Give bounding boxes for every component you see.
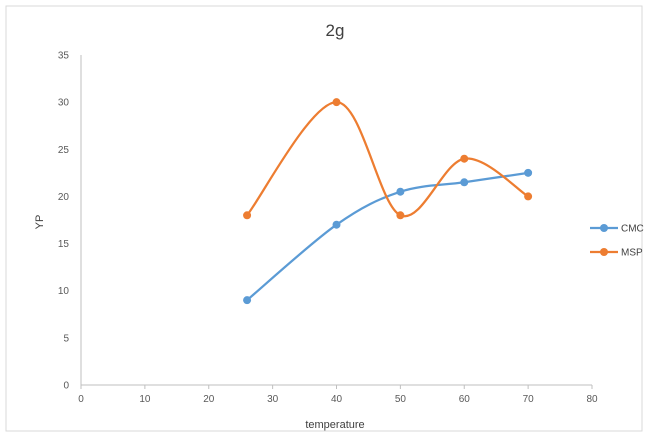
chart-title: 2g	[326, 21, 345, 40]
data-point-cmc	[460, 178, 468, 186]
x-tick-label: 0	[78, 394, 84, 405]
y-tick-label: 15	[58, 239, 70, 250]
data-point-cmc	[524, 169, 532, 177]
x-tick-label: 70	[523, 394, 535, 405]
x-tick-label: 10	[139, 394, 151, 405]
x-tick-label: 40	[331, 394, 343, 405]
data-point-cmc	[243, 296, 251, 304]
legend-marker-msp	[600, 248, 608, 256]
legend-marker-cmc	[600, 224, 608, 232]
y-tick-label: 35	[58, 51, 70, 62]
data-point-msp	[333, 98, 341, 106]
x-tick-label: 60	[459, 394, 471, 405]
y-tick-label: 10	[58, 286, 70, 297]
data-point-cmc	[333, 221, 341, 229]
y-axis-label: YP	[34, 215, 46, 230]
legend-label-cmc: CMC	[621, 224, 644, 235]
y-tick-label: 20	[58, 192, 70, 203]
data-point-msp	[524, 192, 532, 200]
y-tick-label: 5	[63, 333, 69, 344]
x-tick-label: 80	[586, 394, 598, 405]
data-point-msp	[396, 211, 404, 219]
legend-label-msp: MSP	[621, 248, 643, 259]
x-tick-label: 50	[395, 394, 407, 405]
data-point-cmc	[396, 188, 404, 196]
data-point-msp	[460, 155, 468, 163]
x-tick-label: 20	[203, 394, 215, 405]
data-point-msp	[243, 211, 251, 219]
y-tick-label: 0	[63, 381, 69, 392]
y-tick-label: 25	[58, 145, 70, 156]
x-tick-label: 30	[267, 394, 279, 405]
chart-frame	[6, 6, 642, 431]
x-axis-label: temperature	[305, 419, 364, 431]
y-tick-label: 30	[58, 98, 70, 109]
